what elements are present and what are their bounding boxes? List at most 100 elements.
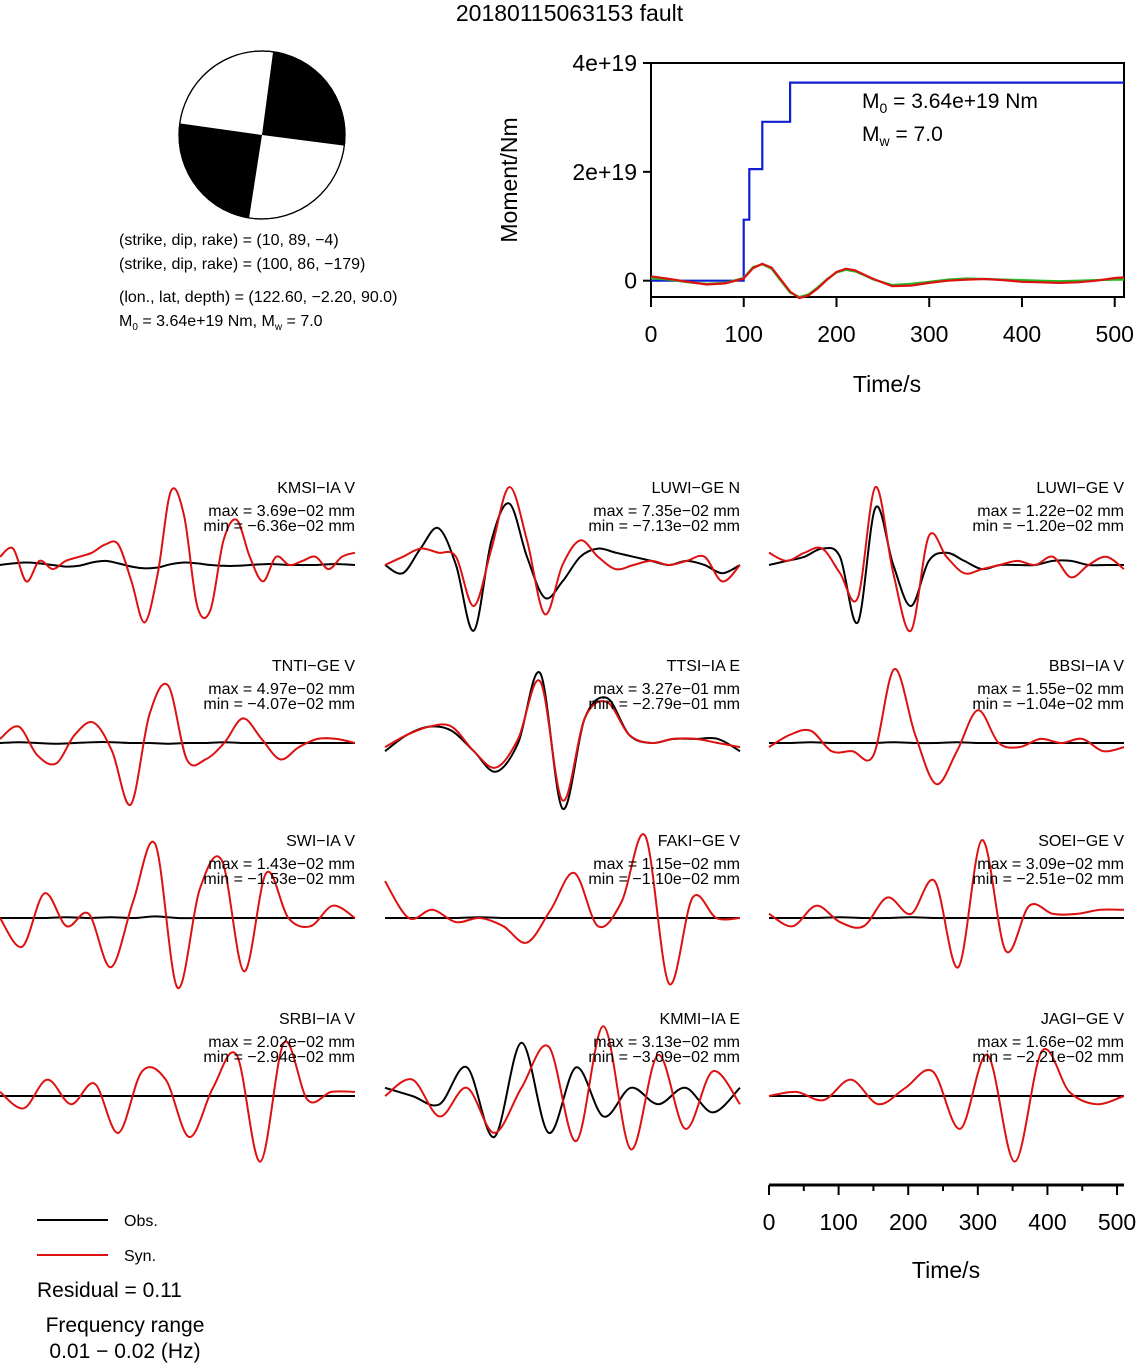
station-name: SWI−IA V: [286, 833, 355, 850]
synthetic-trace: [768, 668, 1125, 786]
nodal-plane-1: (strike, dip, rake) = (10, 89, −4): [119, 232, 339, 249]
waveform-xtick-label: 0: [763, 1209, 776, 1235]
synthetic-trace: [768, 486, 1125, 633]
min-amplitude: min = −1.20e−02 mm: [972, 518, 1124, 535]
station-name: KMMI−IA E: [660, 1011, 740, 1028]
max-amplitude: max = 2.02e−02 mm: [208, 1034, 355, 1051]
max-amplitude: max = 1.55e−02 mm: [977, 681, 1124, 698]
observed-trace: [384, 916, 740, 920]
moment-ytick-label: 2e+19: [572, 159, 637, 185]
moment-plot-frame: [650, 62, 1125, 298]
station-name: JAGI−GE V: [1041, 1011, 1124, 1028]
synthetic-trace: [0, 840, 356, 989]
moment-x-ticks: 0 100 200 300 400 500: [645, 297, 1134, 347]
moment-xtick-label: 0: [645, 321, 658, 347]
waveform-time-axis: 0 100 200 300 400 500 Time/s: [763, 1183, 1136, 1283]
station-name: LUWI−GE V: [1036, 480, 1124, 497]
station-name: BBSI−IA V: [1049, 658, 1124, 675]
legend: Obs. Syn.: [37, 1213, 158, 1265]
min-amplitude: min = −2.79e−01 mm: [588, 696, 740, 713]
station-name: SOEI−GE V: [1038, 833, 1124, 850]
station-name: LUWI−GE N: [652, 480, 740, 497]
synthetic-trace: [0, 487, 356, 624]
waveform-xtick-label: 200: [889, 1209, 927, 1235]
waveform-xtick-label: 100: [819, 1209, 857, 1235]
legend-syn-label: Syn.: [124, 1248, 156, 1265]
moment-series-group: [650, 81, 1125, 300]
moment-ytick-label: 0: [624, 268, 637, 294]
moment-xtick-label: 300: [910, 321, 948, 347]
moment-xlabel: Time/s: [853, 371, 921, 397]
min-amplitude: min = −2.21e−02 mm: [972, 1049, 1124, 1066]
observed-trace: [768, 505, 1124, 624]
min-amplitude: min = −3.09e−02 mm: [588, 1049, 740, 1066]
figure-title: 20180115063153 fault: [455, 0, 684, 26]
max-amplitude: max = 1.22e−02 mm: [977, 503, 1124, 520]
max-amplitude: max = 1.66e−02 mm: [977, 1034, 1124, 1051]
moment-mw-label: Mw = 7.0: [862, 123, 943, 149]
max-amplitude: max = 3.69e−02 mm: [208, 503, 355, 520]
moment-y-ticks: 0 2e+19 4e+19: [572, 50, 651, 294]
observed-trace: [384, 1041, 741, 1139]
source-location: (lon., lat, depth) = (122.60, −2.20, 90.…: [119, 289, 398, 306]
moment-m0-label: M0 = 3.64e+19 Nm: [862, 90, 1038, 116]
synthetic-trace: [384, 833, 741, 986]
min-amplitude: min = −2.94e−02 mm: [203, 1049, 355, 1066]
moment-chart: 0 2e+19 4e+19 0 100 200 300 400 500 Moment/Nm T…: [496, 50, 1134, 397]
min-amplitude: min = −2.51e−02 mm: [972, 871, 1124, 888]
synthetic-trace: [768, 839, 1125, 969]
max-amplitude: max = 3.09e−02 mm: [977, 856, 1124, 873]
station-name: TTSI−IA E: [667, 658, 740, 675]
station-name: SRBI−IA V: [279, 1011, 355, 1028]
moment-ylabel: Moment/Nm: [496, 117, 522, 242]
station-name: TNTI−GE V: [272, 658, 355, 675]
waveform-xlabel: Time/s: [912, 1257, 980, 1283]
synthetic-trace: [0, 682, 356, 806]
synthetic-trace: [768, 1047, 1125, 1163]
moment-xtick-label: 400: [1003, 321, 1041, 347]
min-amplitude: min = −6.36e−02 mm: [203, 518, 355, 535]
moment-xtick-label: 200: [817, 321, 855, 347]
frequency-value: 0.01 − 0.02 (Hz): [49, 1340, 201, 1363]
moment-series-0: [651, 81, 1124, 282]
frequency-title: Frequency range: [45, 1314, 205, 1337]
synthetic-trace: [0, 1040, 356, 1163]
synthetic-trace: [384, 679, 741, 802]
moment-ytick-label: 4e+19: [572, 50, 637, 76]
observed-trace: [0, 741, 355, 745]
synthetic-trace: [384, 1025, 741, 1151]
waveform-xtick-label: 400: [1028, 1209, 1066, 1235]
min-amplitude: min = −7.13e−02 mm: [588, 518, 740, 535]
station-name: FAKI−GE V: [658, 833, 741, 850]
station-name: KMSI−IA V: [277, 480, 355, 497]
synthetic-trace: [384, 486, 741, 616]
legend-obs-label: Obs.: [124, 1213, 158, 1230]
residual-text: Residual = 0.11: [37, 1279, 182, 1302]
min-amplitude: min = −4.07e−02 mm: [203, 696, 355, 713]
moment-xtick-label: 500: [1096, 321, 1134, 347]
max-amplitude: max = 4.97e−02 mm: [208, 681, 355, 698]
observed-trace: [768, 916, 1124, 920]
max-amplitude: max = 7.35e−02 mm: [593, 503, 740, 520]
moment-xtick-label: 100: [725, 321, 763, 347]
moment-series-2: [650, 262, 1125, 300]
max-amplitude: max = 3.27e−01 mm: [593, 681, 740, 698]
max-amplitude: max = 1.43e−02 mm: [208, 856, 355, 873]
max-amplitude: max = 3.13e−02 mm: [593, 1034, 740, 1051]
beachball-icon: [178, 50, 346, 220]
moment-magnitude-text: M0 = 3.64e+19 Nm, Mw = 7.0: [119, 313, 323, 334]
waveform-x-ticks: 0 100 200 300 400 500: [763, 1185, 1136, 1235]
min-amplitude: min = −1.10e−02 mm: [588, 871, 740, 888]
